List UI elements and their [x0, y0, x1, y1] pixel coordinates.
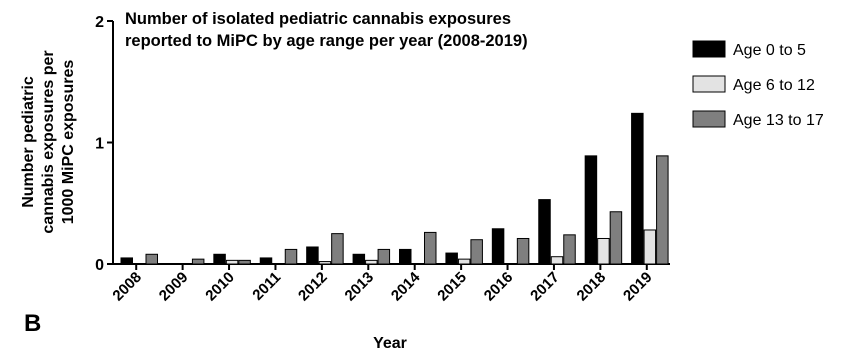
legend: Age 0 to 5 Age 6 to 12 Age 13 to 17 — [692, 40, 824, 129]
x-tick-label: 2008 — [109, 269, 145, 305]
x-tick-label: 2011 — [249, 269, 284, 304]
bar — [213, 253, 226, 265]
bar — [470, 239, 483, 265]
panel-letter: B — [24, 310, 42, 337]
bar — [597, 237, 610, 265]
bar — [424, 231, 437, 265]
y-tick-label: 1 — [95, 136, 104, 153]
y-tick-label: 2 — [95, 14, 104, 31]
legend-swatch — [692, 110, 726, 128]
legend-label: Age 0 to 5 — [733, 42, 806, 59]
bar — [643, 229, 657, 265]
x-tick-label: 2012 — [295, 269, 331, 305]
chart-title-line-1: Number of isolated pediatric cannabis ex… — [125, 10, 511, 28]
bar — [399, 248, 412, 265]
x-tick-label: 2015 — [434, 269, 470, 305]
bar — [609, 211, 623, 265]
x-tick-label: 2016 — [481, 269, 517, 305]
x-tick-label: 2014 — [388, 268, 424, 304]
bar — [352, 253, 366, 265]
legend-label: Age 13 to 17 — [733, 112, 824, 129]
bar — [318, 261, 332, 265]
x-tick-label: 2017 — [527, 269, 563, 305]
bar — [538, 199, 551, 265]
bar — [331, 233, 344, 265]
bar — [631, 112, 644, 265]
plot-area: 0 1 2 2008 2009 2010 2011 2012 2013 2014 2015 2016 2… — [95, 14, 670, 304]
y-axis-label: Number pediatric cannabis exposures per … — [20, 50, 77, 233]
bar — [238, 259, 251, 265]
bar — [284, 248, 298, 265]
y-axis-label-line-2: cannabis exposures per — [40, 50, 57, 233]
bar — [365, 259, 378, 265]
legend-swatch — [692, 40, 726, 58]
bar — [191, 258, 205, 265]
legend-swatch — [692, 75, 726, 93]
bar — [120, 257, 133, 265]
bar — [516, 237, 530, 265]
x-tick-label: 2009 — [156, 269, 192, 305]
x-tick-label: 2018 — [574, 269, 610, 305]
legend-label: Age 6 to 12 — [733, 77, 815, 94]
bar — [445, 252, 458, 265]
x-tick-label: 2010 — [202, 269, 238, 305]
y-axis-label-line-1: Number pediatric — [20, 76, 37, 208]
bar — [259, 257, 273, 265]
bar — [377, 248, 391, 265]
chart-title-line-2: reported to MiPC by age range per year (… — [125, 32, 528, 50]
y-axis-label-line-3: 1000 MiPC exposures — [60, 60, 77, 225]
bar — [225, 259, 239, 265]
x-tick-label: 2019 — [620, 269, 656, 305]
bar — [145, 253, 158, 265]
x-tick-label: 2013 — [341, 269, 377, 305]
bar — [584, 155, 598, 265]
chart-title: Number of isolated pediatric cannabis ex… — [125, 10, 528, 50]
bar — [656, 155, 669, 265]
x-axis-label: Year — [373, 335, 407, 352]
y-tick-label: 0 — [95, 257, 104, 274]
bar — [491, 228, 505, 265]
bar — [550, 256, 564, 265]
bar — [306, 246, 319, 265]
bar — [457, 258, 471, 265]
bar — [563, 234, 576, 265]
